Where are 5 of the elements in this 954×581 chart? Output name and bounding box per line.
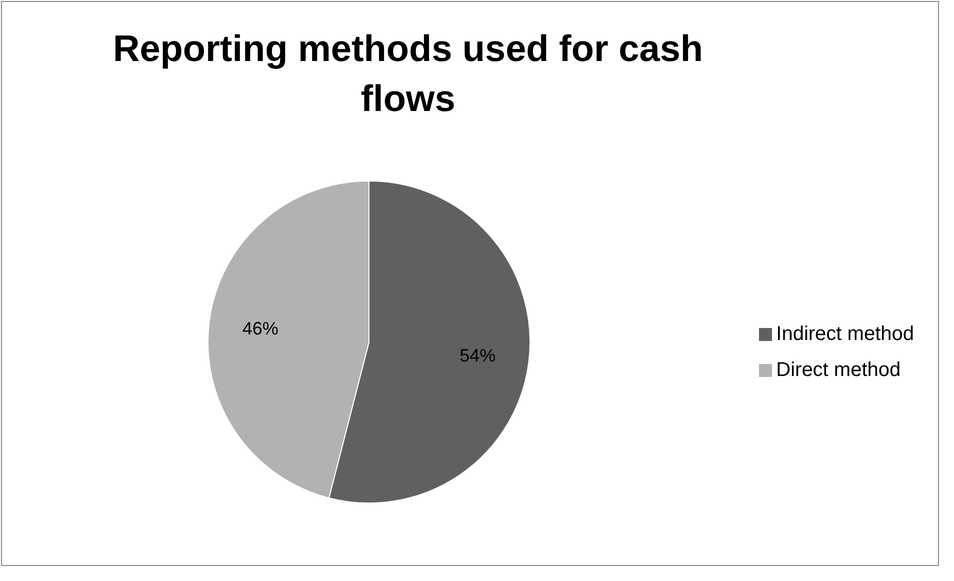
data-label: 46% bbox=[242, 318, 278, 338]
legend-label: Direct method bbox=[776, 359, 901, 381]
data-label: 54% bbox=[460, 346, 496, 366]
legend-label: Indirect method bbox=[776, 323, 914, 345]
chart-title: Reporting methods used for cash flows bbox=[112, 27, 704, 121]
